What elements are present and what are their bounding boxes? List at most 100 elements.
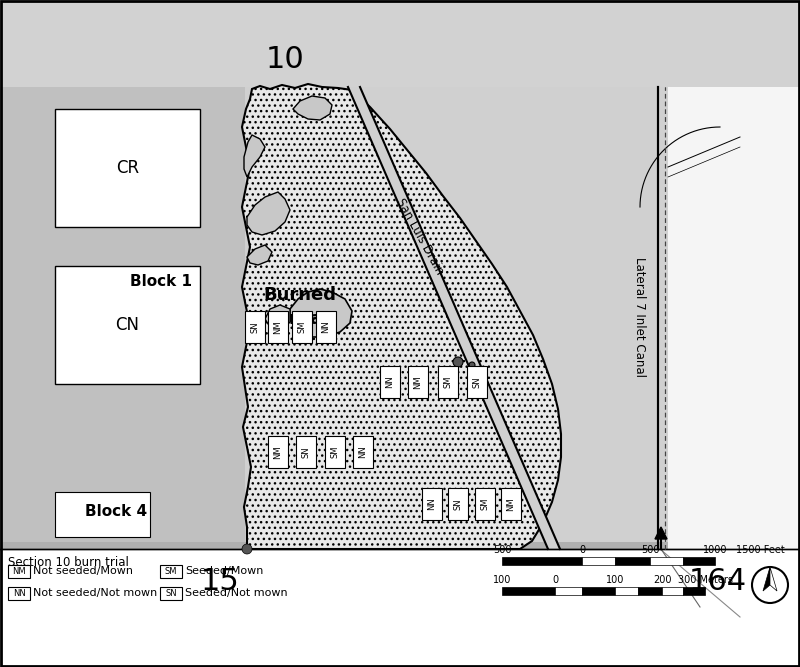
Bar <box>380 366 400 398</box>
Bar <box>638 587 662 595</box>
Text: SN: SN <box>454 498 462 510</box>
Circle shape <box>242 544 252 554</box>
Text: SM: SM <box>298 321 306 334</box>
Bar <box>292 311 312 343</box>
Bar <box>160 565 182 578</box>
Text: 1500 Feet: 1500 Feet <box>736 545 784 555</box>
Bar <box>55 109 200 227</box>
Polygon shape <box>242 84 561 549</box>
Text: SN: SN <box>165 588 177 598</box>
Bar <box>408 366 428 398</box>
Bar <box>0 542 800 549</box>
Bar <box>683 587 705 595</box>
Text: Not seeded/Mown: Not seeded/Mown <box>33 566 133 576</box>
Bar <box>448 488 468 520</box>
Text: Lateral 7 Inlet Canal: Lateral 7 Inlet Canal <box>634 257 646 377</box>
Text: NN: NN <box>322 321 330 334</box>
Bar <box>353 436 373 468</box>
Circle shape <box>453 357 463 367</box>
Bar <box>268 311 288 343</box>
Polygon shape <box>265 305 290 329</box>
Bar <box>268 436 288 468</box>
Bar <box>55 492 150 537</box>
Bar <box>662 587 683 595</box>
Bar <box>582 587 615 595</box>
Polygon shape <box>247 245 272 265</box>
Text: NN: NN <box>13 588 26 598</box>
Text: 500: 500 <box>641 545 659 555</box>
Text: Block 4: Block 4 <box>85 504 147 520</box>
Text: 164: 164 <box>689 568 747 596</box>
Polygon shape <box>293 96 332 120</box>
Bar <box>0 87 245 549</box>
Text: 300 Meters: 300 Meters <box>678 575 733 585</box>
Bar <box>0 549 800 667</box>
Bar <box>0 0 800 87</box>
Text: 100: 100 <box>493 575 511 585</box>
Text: 1000: 1000 <box>702 545 727 555</box>
Polygon shape <box>247 192 290 235</box>
Text: SN: SN <box>250 321 259 333</box>
Bar <box>475 488 495 520</box>
Polygon shape <box>763 567 770 591</box>
Bar <box>160 587 182 600</box>
Text: 0: 0 <box>579 545 585 555</box>
Text: NN: NN <box>358 446 367 458</box>
Text: CN: CN <box>115 316 139 334</box>
Polygon shape <box>348 87 560 549</box>
Text: SM: SM <box>330 446 339 458</box>
Text: 15: 15 <box>201 568 239 596</box>
Polygon shape <box>244 135 265 177</box>
Bar <box>668 87 800 549</box>
Text: Not seeded/Not mown: Not seeded/Not mown <box>33 588 158 598</box>
Text: NN: NN <box>427 498 437 510</box>
Text: NM: NM <box>274 320 282 334</box>
Bar <box>615 557 650 565</box>
Text: SN: SN <box>473 376 482 388</box>
Bar <box>325 436 345 468</box>
Bar <box>438 366 458 398</box>
Bar <box>245 311 265 343</box>
Text: NM: NM <box>414 375 422 389</box>
Text: 10: 10 <box>266 45 304 75</box>
Text: Section 10 burn trial: Section 10 burn trial <box>8 556 129 569</box>
Bar <box>0 549 800 667</box>
Bar <box>296 436 316 468</box>
Bar <box>683 557 715 565</box>
Text: SM: SM <box>165 566 178 576</box>
Text: 500: 500 <box>493 545 511 555</box>
Text: CR: CR <box>116 159 139 177</box>
Text: Seeded/Not mown: Seeded/Not mown <box>185 588 288 598</box>
Bar <box>650 87 800 549</box>
Text: Seeded/Mown: Seeded/Mown <box>185 566 263 576</box>
Text: SM: SM <box>443 376 453 388</box>
Bar <box>555 587 582 595</box>
Text: SN: SN <box>302 446 310 458</box>
Text: SM: SM <box>481 498 490 510</box>
Bar <box>615 587 638 595</box>
Polygon shape <box>770 567 777 591</box>
Bar <box>502 587 555 595</box>
Text: NM: NM <box>12 566 26 576</box>
Bar <box>8 587 30 600</box>
Bar <box>245 87 655 549</box>
Text: NN: NN <box>386 376 394 388</box>
Text: Burned
area: Burned area <box>263 286 337 327</box>
Bar <box>467 366 487 398</box>
Bar <box>501 488 521 520</box>
Text: Block 1: Block 1 <box>130 275 192 289</box>
Bar <box>8 565 30 578</box>
Bar <box>582 557 615 565</box>
Text: NM: NM <box>274 445 282 459</box>
Text: NM: NM <box>506 497 515 511</box>
Bar <box>650 557 683 565</box>
Polygon shape <box>290 289 352 337</box>
Circle shape <box>469 362 475 368</box>
Text: 200: 200 <box>653 575 671 585</box>
Text: 100: 100 <box>606 575 624 585</box>
Text: 0: 0 <box>552 575 558 585</box>
Polygon shape <box>655 527 667 539</box>
Bar <box>55 266 200 384</box>
Text: San Luis Drain: San Luis Drain <box>394 197 446 277</box>
Bar <box>422 488 442 520</box>
